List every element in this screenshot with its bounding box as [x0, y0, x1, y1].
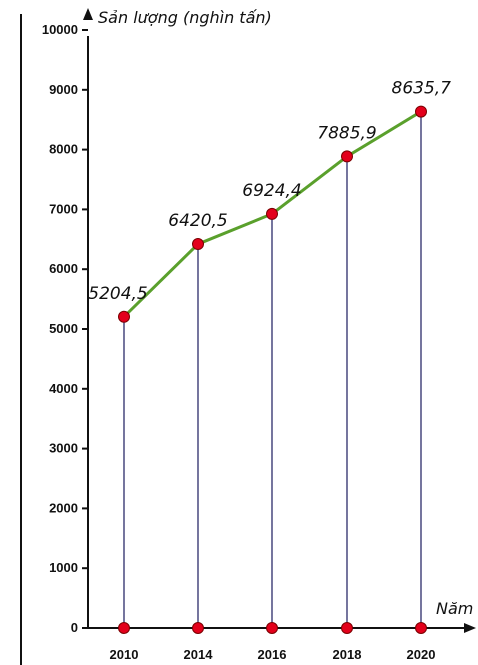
y-tick-label: 0: [71, 620, 78, 635]
x-tick-label: 2010: [110, 647, 139, 662]
y-tick-label: 6000: [49, 261, 78, 276]
data-label: 7885,9: [317, 123, 376, 143]
data-point: [341, 150, 353, 163]
axis-point: [415, 622, 427, 634]
y-tick-label: 7000: [49, 201, 78, 216]
y-axis-title: Sản lượng (nghìn tấn): [98, 8, 272, 27]
x-tick-label: 2020: [407, 647, 436, 662]
axis-point: [341, 622, 353, 634]
data-point: [266, 207, 278, 220]
x-tick-label: 2016: [258, 647, 287, 662]
x-axis-title: Năm: [436, 599, 473, 618]
y-tick-label: 9000: [49, 82, 78, 97]
axis-point: [266, 622, 278, 634]
data-label: 6420,5: [168, 211, 227, 231]
drop-lines: [123, 111, 422, 628]
data-label: 8635,7: [392, 79, 452, 99]
x-tick-label: 2014: [184, 647, 214, 662]
axis-point: [118, 622, 130, 634]
data-label: 6924,4: [242, 181, 301, 201]
y-axis-ticks: 0 1000 2000 3000 4000 5000 6000 7000 8000 9000 100…: [42, 22, 88, 635]
y-tick-label: 1000: [49, 560, 78, 575]
data-points: [118, 105, 427, 634]
y-tick-label: 10000: [42, 22, 78, 37]
x-axis-ticks: 2010 2014 2016 2018 2020: [110, 647, 436, 662]
data-point: [415, 105, 427, 118]
y-tick-label: 3000: [49, 441, 78, 456]
y-tick-label: 2000: [49, 500, 78, 515]
y-tick-label: 8000: [49, 142, 78, 157]
y-axis-arrow-icon: [83, 8, 93, 20]
x-tick-label: 2018: [333, 647, 362, 662]
data-point: [192, 238, 204, 251]
data-labels: 5204,5 6420,5 6924,4 7885,9 8635,7: [88, 79, 451, 304]
y-tick-label: 4000: [49, 381, 78, 396]
y-tick-label: 5000: [49, 321, 78, 336]
axis-point: [192, 622, 204, 634]
data-label: 5204,5: [88, 284, 147, 304]
data-point: [118, 310, 130, 323]
x-axis-arrow-icon: [464, 623, 476, 633]
